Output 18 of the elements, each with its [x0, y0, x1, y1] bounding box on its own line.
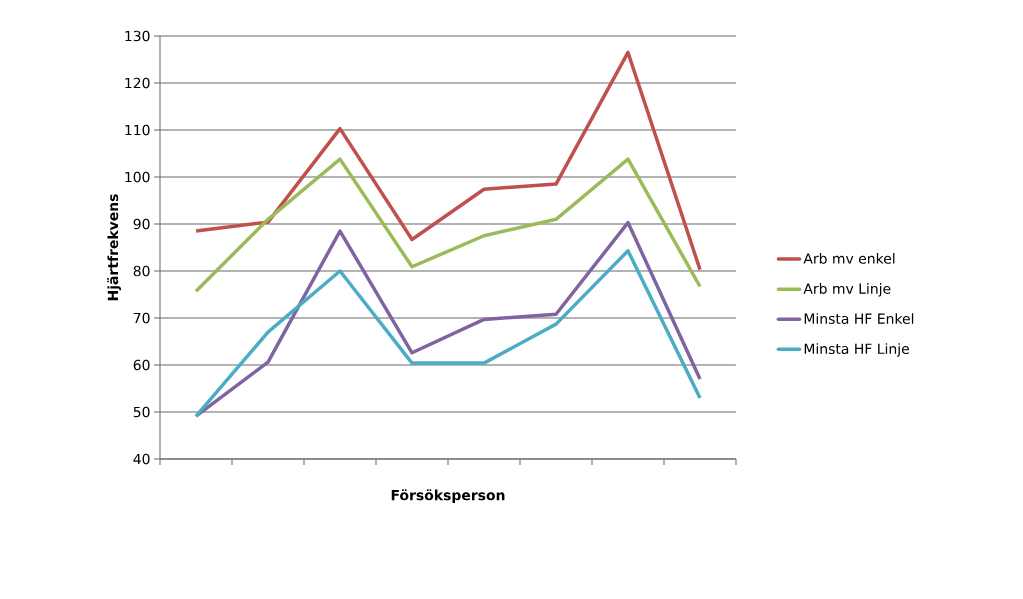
legend-label: Minsta HF Linje	[804, 343, 909, 357]
x-axis-title: Försöksperson	[391, 489, 505, 504]
line-series	[194, 157, 702, 293]
y-tick-label: 110	[125, 124, 150, 136]
y-tick-label: 90	[133, 218, 150, 230]
y-tick-label: 50	[133, 406, 150, 418]
y-axis-title: Hjärtfrekvens	[107, 194, 122, 301]
legend-label: Minsta HF Enkel	[804, 313, 914, 324]
line-series	[194, 50, 702, 272]
y-tick-label: 80	[133, 265, 150, 277]
y-tick-label: 120	[125, 77, 150, 89]
y-tick-label: 100	[125, 171, 150, 183]
y-tick-label: 60	[133, 359, 150, 371]
legend-label: Arb mv Linje	[803, 283, 891, 297]
legend-label: Arb mv enkel	[803, 253, 895, 264]
y-tick-label: 70	[133, 312, 150, 324]
y-tick-label: 40	[133, 453, 150, 465]
y-tick-label: 130	[125, 30, 150, 42]
